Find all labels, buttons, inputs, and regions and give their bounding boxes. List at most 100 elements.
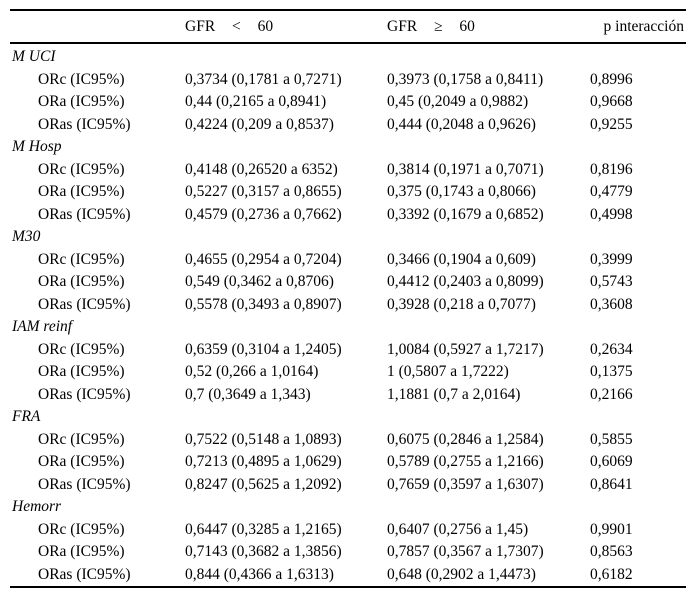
header-empty (10, 10, 185, 43)
value-gfr-lt-60: 0,549 (0,3462 a 0,8706) (185, 273, 334, 291)
row-label: ORas (IC95%) (38, 115, 131, 133)
value-gfr-ge-60: 1 (0,5807 a 1,7222) (387, 363, 509, 381)
value-gfr-lt-60: 0,4579 (0,2736 a 0,7662) (185, 205, 342, 223)
p-value: 0,9668 (590, 93, 633, 111)
value-gfr-lt-60: 0,4224 (0,209 a 0,8537) (185, 115, 334, 133)
value-gfr-lt-60: 0,6359 (0,3104 a 1,2405) (185, 340, 342, 358)
value-gfr-ge-60: 0,3928 (0,218 a 0,7077) (387, 295, 536, 313)
p-value: 0,6182 (590, 565, 633, 583)
value-gfr-lt-60: 0,4148 (0,26520 a 6352) (185, 160, 338, 178)
value-gfr-lt-60: 0,7213 (0,4895 a 1,0629) (185, 453, 342, 471)
odds-ratio-table: GFR < 60 GFR ≥ 60 p interacción M UCI ORc… (10, 9, 686, 588)
row-label: ORc (IC95%) (38, 340, 125, 358)
value-gfr-ge-60: 0,3973 (0,1758 a 0,8411) (387, 70, 544, 88)
section-row: IAM reinf (10, 316, 686, 339)
p-value: 0,8996 (590, 70, 633, 88)
table-row: ORa (IC95%) 0,5227 (0,3157 a 0,8655) 0,375… (10, 181, 686, 204)
value-gfr-ge-60: 0,6407 (0,2756 a 1,45) (387, 520, 529, 538)
value-gfr-ge-60: 0,45 (0,2049 a 0,9882) (387, 93, 529, 111)
section-row: M30 (10, 226, 686, 249)
value-gfr-ge-60: 1,0084 (0,5927 a 1,7217) (387, 340, 544, 358)
p-value: 0,8641 (590, 475, 633, 493)
row-label: ORc (IC95%) (38, 430, 125, 448)
table-row: ORas (IC95%) 0,4579 (0,2736 a 0,7662) 0,33… (10, 204, 686, 227)
value-gfr-lt-60: 0,4655 (0,2954 a 0,7204) (185, 250, 342, 268)
value-gfr-lt-60: 0,844 (0,4366 a 1,6313) (185, 565, 334, 583)
value-gfr-ge-60: 1,1881 (0,7 a 2,0164) (387, 385, 521, 403)
value-gfr-lt-60: 0,5227 (0,3157 a 0,8655) (185, 183, 342, 201)
row-label: ORas (IC95%) (38, 295, 131, 313)
p-value: 0,4998 (590, 205, 633, 223)
section-row: M Hosp (10, 136, 686, 159)
row-label: ORas (IC95%) (38, 475, 131, 493)
row-label: ORa (IC95%) (38, 183, 125, 201)
table-row: ORas (IC95%) 0,7 (0,3649 a 1,343) 1,1881 (… (10, 384, 686, 407)
p-value: 0,5855 (590, 430, 633, 448)
value-gfr-ge-60: 0,3814 (0,1971 a 0,7071) (387, 160, 544, 178)
value-gfr-ge-60: 0,6075 (0,2846 a 1,2584) (387, 430, 544, 448)
row-label: ORas (IC95%) (38, 205, 131, 223)
value-gfr-ge-60: 0,5789 (0,2755 a 1,2166) (387, 453, 544, 471)
value-gfr-lt-60: 0,7 (0,3649 a 1,343) (185, 385, 311, 403)
table-row: ORc (IC95%) 0,6359 (0,3104 a 1,2405) 1,008… (10, 339, 686, 362)
row-label: ORc (IC95%) (38, 160, 125, 178)
table-body: M UCI ORc (IC95%) 0,3734 (0,1781 a 0,7271)… (10, 43, 686, 587)
table-row: ORa (IC95%) 0,549 (0,3462 a 0,8706) 0,4412… (10, 271, 686, 294)
row-label: ORc (IC95%) (38, 250, 125, 268)
value-gfr-lt-60: 0,6447 (0,3285 a 1,2165) (185, 520, 342, 538)
table-row: ORas (IC95%) 0,844 (0,4366 a 1,6313) 0,648… (10, 564, 686, 588)
table-row: ORc (IC95%) 0,4655 (0,2954 a 0,7204) 0,346… (10, 249, 686, 272)
value-gfr-ge-60: 0,7659 (0,3597 a 1,6307) (387, 475, 544, 493)
value-gfr-ge-60: 0,375 (0,1743 a 0,8066) (387, 183, 536, 201)
section-label: M Hosp (12, 138, 62, 156)
section-row: FRA (10, 406, 686, 429)
value-gfr-lt-60: 0,8247 (0,5625 a 1,2092) (185, 475, 342, 493)
header-gfr-lt-60: GFR < 60 (185, 17, 274, 35)
p-value: 0,4779 (590, 183, 633, 201)
p-value: 0,1375 (590, 363, 633, 381)
table-row: ORa (IC95%) 0,44 (0,2165 a 0,8941) 0,45 (0… (10, 91, 686, 114)
table-row: ORas (IC95%) 0,5578 (0,3493 a 0,8907) 0,39… (10, 294, 686, 317)
p-value: 0,3999 (590, 250, 633, 268)
row-label: ORas (IC95%) (38, 385, 131, 403)
value-gfr-lt-60: 0,7522 (0,5148 a 1,0893) (185, 430, 342, 448)
section-row: Hemorr (10, 496, 686, 519)
p-value: 0,2166 (590, 385, 633, 403)
table-row: ORc (IC95%) 0,3734 (0,1781 a 0,7271) 0,397… (10, 69, 686, 92)
value-gfr-ge-60: 0,3466 (0,1904 a 0,609) (387, 250, 536, 268)
row-label: ORa (IC95%) (38, 273, 125, 291)
table-row: ORa (IC95%) 0,52 (0,266 a 1,0164) 1 (0,580… (10, 361, 686, 384)
section-label: M UCI (12, 48, 56, 66)
table-header: GFR < 60 GFR ≥ 60 p interacción (10, 10, 686, 43)
row-label: ORa (IC95%) (38, 543, 125, 561)
p-value: 0,5743 (590, 273, 633, 291)
value-gfr-lt-60: 0,52 (0,266 a 1,0164) (185, 363, 319, 381)
row-label: ORas (IC95%) (38, 565, 131, 583)
value-gfr-lt-60: 0,44 (0,2165 a 0,8941) (185, 93, 327, 111)
table-row: ORc (IC95%) 0,4148 (0,26520 a 6352) 0,3814… (10, 159, 686, 182)
row-label: ORa (IC95%) (38, 363, 125, 381)
value-gfr-lt-60: 0,5578 (0,3493 a 0,8907) (185, 295, 342, 313)
p-value: 0,8196 (590, 160, 633, 178)
table-row: ORa (IC95%) 0,7143 (0,3682 a 1,3856) 0,785… (10, 541, 686, 564)
table-row: ORas (IC95%) 0,8247 (0,5625 a 1,2092) 0,76… (10, 474, 686, 497)
value-gfr-ge-60: 0,444 (0,2048 a 0,9626) (387, 115, 536, 133)
section-row: M UCI (10, 43, 686, 69)
section-label: M30 (12, 228, 41, 246)
value-gfr-ge-60: 0,3392 (0,1679 a 0,6852) (387, 205, 544, 223)
row-label: ORc (IC95%) (38, 520, 125, 538)
section-label: FRA (12, 408, 41, 426)
row-label: ORc (IC95%) (38, 70, 125, 88)
table-row: ORas (IC95%) 0,4224 (0,209 a 0,8537) 0,444… (10, 114, 686, 137)
value-gfr-ge-60: 0,648 (0,2902 a 1,4473) (387, 565, 536, 583)
value-gfr-ge-60: 0,7857 (0,3567 a 1,7307) (387, 543, 544, 561)
section-label: Hemorr (12, 498, 62, 516)
value-gfr-lt-60: 0,3734 (0,1781 a 0,7271) (185, 70, 342, 88)
header-p-interaction: p interacción (603, 17, 684, 35)
p-value: 0,2634 (590, 340, 633, 358)
header-gfr-ge-60: GFR ≥ 60 (387, 17, 475, 35)
p-value: 0,6069 (590, 453, 633, 471)
p-value: 0,9901 (590, 520, 633, 538)
row-label: ORa (IC95%) (38, 453, 125, 471)
